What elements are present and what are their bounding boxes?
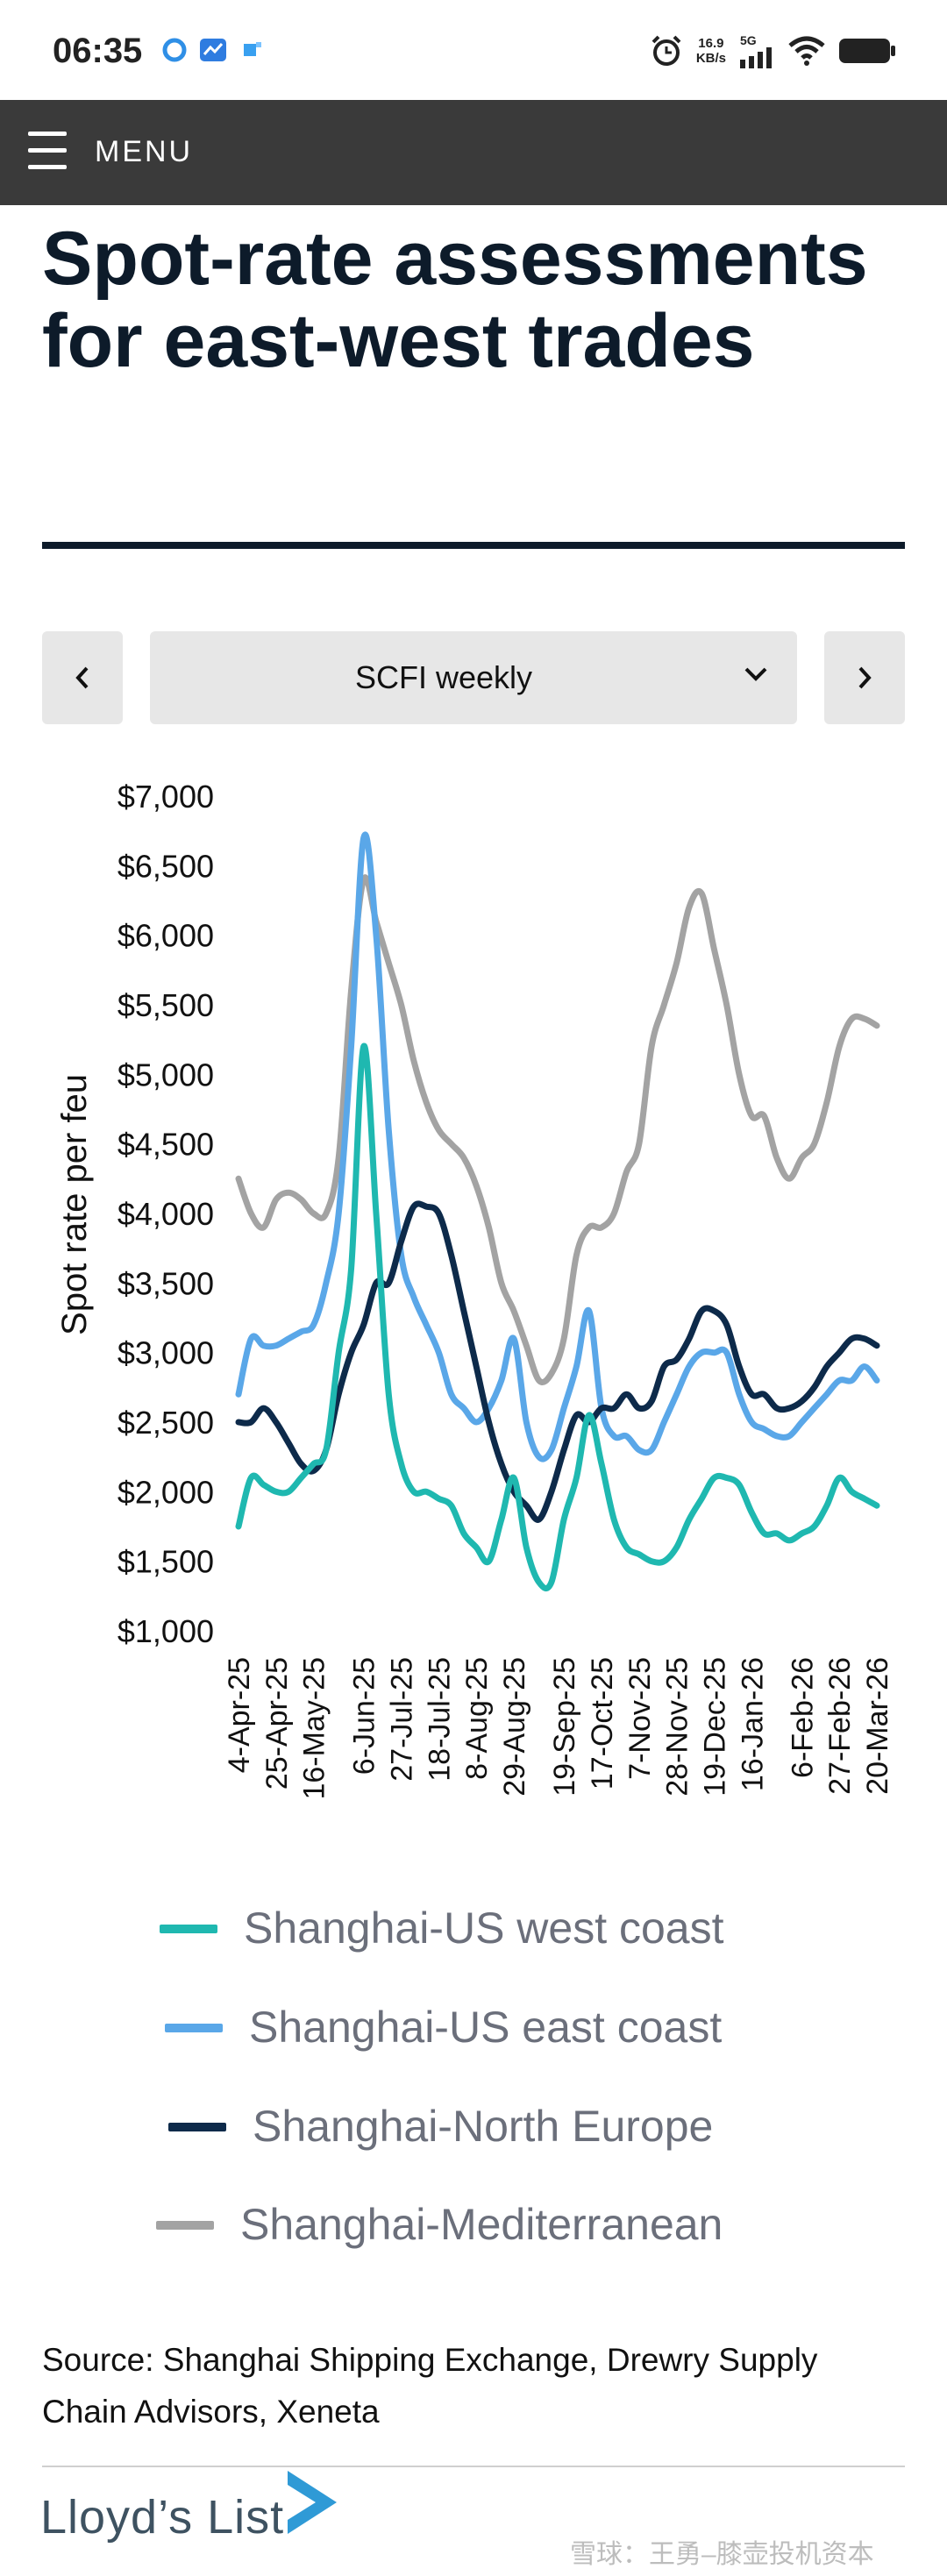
x-tick-label: 7-Nov-25 (623, 1657, 657, 1780)
chevron-down-icon (744, 667, 767, 681)
wifi-icon (788, 36, 825, 66)
y-tick-label: $6,500 (117, 848, 214, 884)
legend-item-west-coast: Shanghai-US west coast (0, 1903, 947, 1955)
y-tick-label: $3,000 (117, 1335, 214, 1371)
lloyds-list-logo-mark (288, 2471, 337, 2534)
app-icon-1 (162, 38, 187, 62)
legend-label: Shanghai-North Europe (253, 2102, 714, 2151)
status-system-icons: 16.9 KB/s 5G (649, 33, 896, 68)
x-tick-label: 16-Jan-26 (736, 1657, 769, 1791)
y-tick-label: $7,000 (117, 779, 214, 815)
app-icon-3 (244, 42, 261, 56)
legend-swatch (160, 1925, 217, 1933)
y-tick-label: $1,000 (117, 1613, 214, 1649)
legend-label: Shanghai-Mediterranean (240, 2200, 723, 2249)
y-tick-label: $1,500 (117, 1544, 214, 1580)
footer-divider (42, 2466, 905, 2467)
status-time: 06:35 (53, 32, 143, 70)
legend-item-east-coast: Shanghai-US east coast (0, 2002, 947, 2054)
watermark-text: 雪球：王勇–膝壶投机资本 (570, 2540, 874, 2569)
legend-item-north-europe: Shanghai-North Europe (0, 2101, 947, 2153)
x-tick-label: 18-Jul-25 (423, 1657, 456, 1782)
y-tick-label: $2,000 (117, 1474, 214, 1510)
y-tick-label: $2,500 (117, 1405, 214, 1441)
page-title: Spot-rate assessments for east-west trad… (42, 217, 868, 383)
x-tick-label: 17-Oct-25 (586, 1657, 619, 1790)
legend-label: Shanghai-US east coast (249, 2003, 723, 2052)
series-line-mediterranean (235, 874, 880, 1385)
y-tick-label: $3,500 (117, 1265, 214, 1301)
x-tick-label: 19-Sep-25 (548, 1657, 581, 1797)
spot-rate-line-chart: Spot rate per feu $7,000 $6,500 $6,000 $5,50… (55, 779, 894, 1800)
chart-select-value: SCFI weekly (354, 659, 533, 695)
legend-item-mediterranean: Shanghai-Mediterranean (0, 2199, 947, 2252)
x-tick-label: 25-Apr-25 (260, 1657, 294, 1790)
title-divider (42, 542, 905, 549)
alarm-icon (652, 35, 681, 66)
y-tick-label: $5,500 (117, 987, 214, 1023)
x-tick-label: 29-Aug-25 (498, 1657, 531, 1797)
x-tick-label: 27-Feb-26 (823, 1657, 857, 1795)
x-tick-label: 20-Mar-26 (861, 1657, 894, 1795)
legend-swatch (156, 2221, 214, 2230)
status-bar: 06:35 16.9 KB/s 5G (0, 0, 947, 100)
y-tick-label: $4,000 (117, 1196, 214, 1232)
series-line-east-coast (235, 831, 880, 1462)
chart-select-dropdown[interactable]: SCFI weekly (150, 631, 797, 724)
source-note: Source: Shanghai Shipping Exchange, Drew… (42, 2342, 818, 2430)
status-app-icons (161, 37, 265, 63)
x-tick-label: 19-Dec-25 (698, 1657, 731, 1797)
y-axis-title: Spot rate per feu (55, 1074, 94, 1335)
y-tick-label: $4,500 (117, 1127, 214, 1163)
next-chart-button[interactable] (824, 631, 905, 724)
y-tick-label: $5,000 (117, 1057, 214, 1092)
top-navbar: MENU (0, 100, 947, 205)
battery-icon (839, 39, 895, 63)
x-tick-label: 16-May-25 (298, 1657, 331, 1800)
legend-swatch (168, 2123, 226, 2131)
y-tick-label: $6,000 (117, 918, 214, 954)
menu-label[interactable]: MENU (95, 135, 194, 168)
menu-icon[interactable] (28, 132, 67, 172)
chevron-left-icon (75, 666, 89, 689)
app-icon-2 (200, 39, 226, 61)
signal-icon: 5G (738, 33, 775, 68)
previous-chart-button[interactable] (42, 631, 123, 724)
legend-label: Shanghai-US west coast (244, 1904, 724, 1953)
net-speed: 16.9 KB/s (695, 36, 726, 66)
chevron-right-icon (858, 666, 872, 689)
legend-swatch (165, 2024, 223, 2032)
x-tick-label: 8-Aug-25 (460, 1657, 494, 1780)
series-line-north-europe (235, 1200, 880, 1523)
x-tick-label: 6-Jun-25 (348, 1657, 381, 1775)
lloyds-list-logo[interactable]: Lloyd’s List (40, 2491, 285, 2544)
x-tick-label: 6-Feb-26 (786, 1657, 819, 1778)
series-line-west-coast (235, 1042, 880, 1591)
x-tick-label: 28-Nov-25 (661, 1657, 694, 1797)
x-tick-label: 27-Jul-25 (386, 1657, 419, 1782)
x-tick-label: 4-Apr-25 (223, 1657, 256, 1773)
